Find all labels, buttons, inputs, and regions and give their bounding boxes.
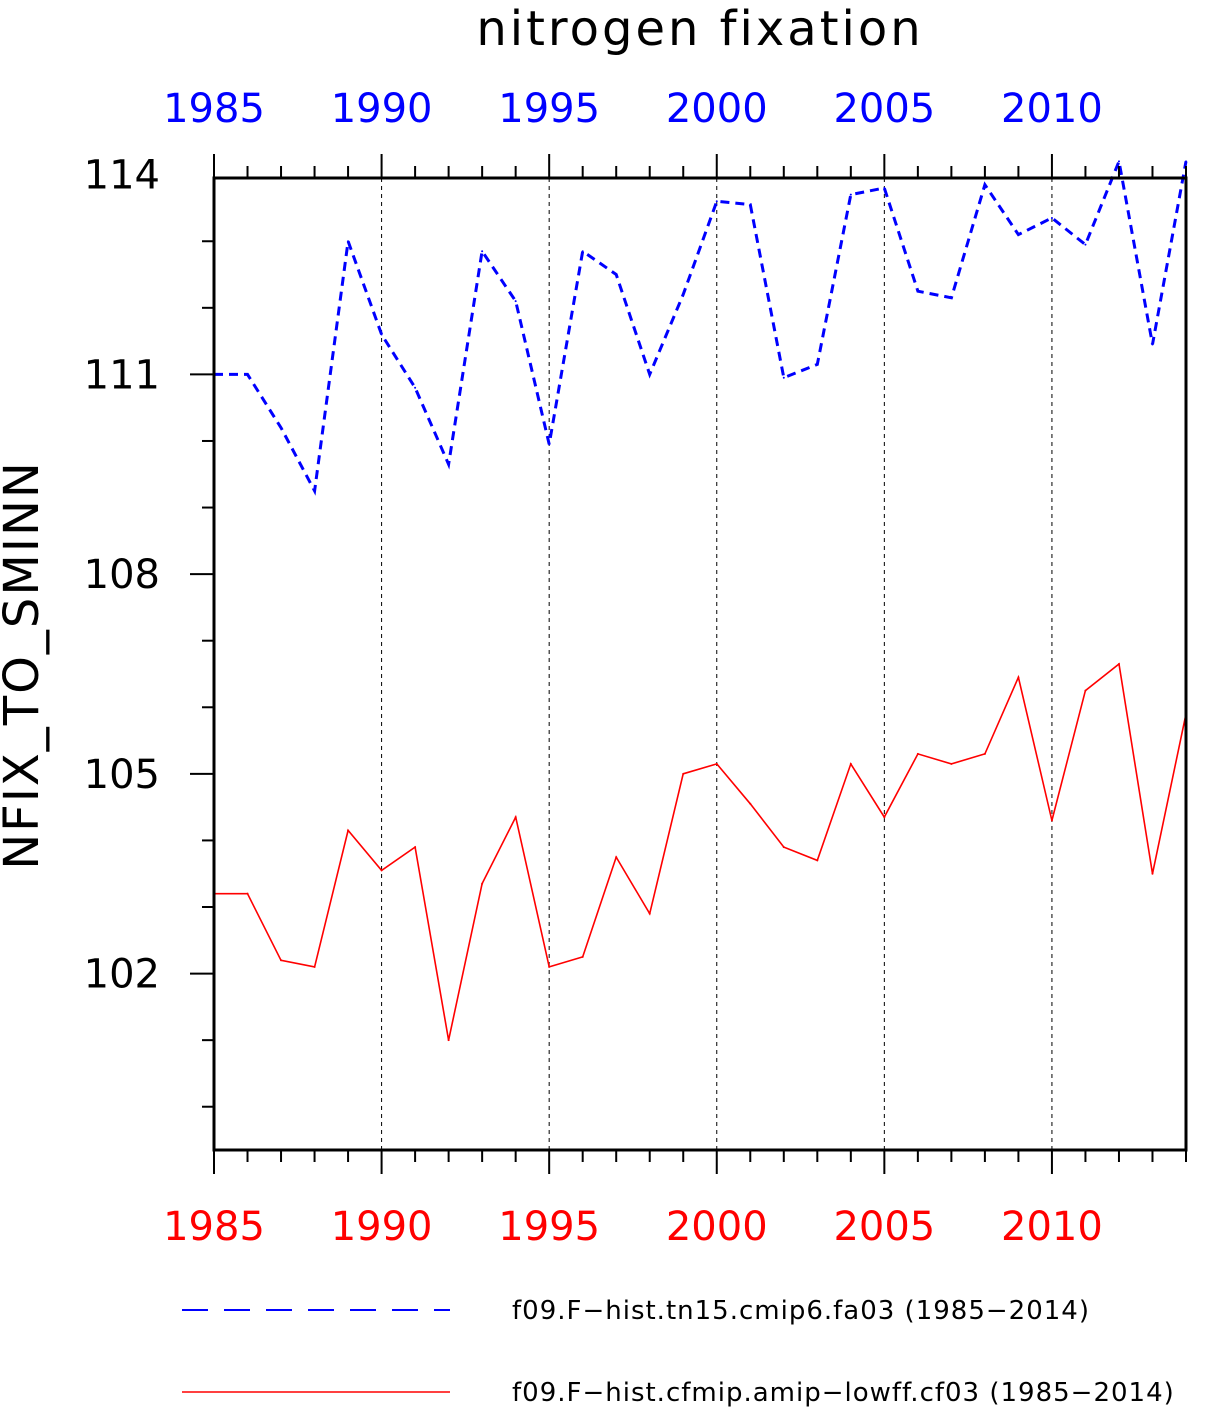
y-tick-label-105: 105 <box>84 752 160 798</box>
series-1-point-1998 <box>648 373 651 376</box>
vertical-gridlines <box>381 178 1053 1150</box>
x-tick-label-top-1995: 1995 <box>498 86 600 132</box>
series-2-point-1996 <box>581 955 584 958</box>
y-tick-label-114: 114 <box>84 153 160 199</box>
series-1-point-2007 <box>950 296 953 299</box>
series-1-point-1989 <box>347 240 350 243</box>
series-layer <box>213 156 1188 1042</box>
x-tick-label-top-2000: 2000 <box>666 86 768 132</box>
series-1-point-1995 <box>548 443 551 446</box>
x-tick-label-top-1985: 1985 <box>163 86 265 132</box>
chart-title: nitrogen fixation <box>476 1 923 57</box>
series-1-point-2008 <box>983 183 986 186</box>
series-2-point-2005 <box>883 816 886 819</box>
series-2-point-1995 <box>548 965 551 968</box>
series-2-point-2010 <box>1050 819 1053 822</box>
series-2-point-2011 <box>1084 689 1087 692</box>
series-2-point-2006 <box>916 752 919 755</box>
legend: f09.F−hist.tn15.cmip6.fa03 (1985−2014) f0… <box>182 1296 1175 1408</box>
series-2-point-1989 <box>347 829 350 832</box>
series-1-point-1999 <box>682 293 685 296</box>
series-2-point-1997 <box>615 856 618 859</box>
series-1-point-1987 <box>280 426 283 429</box>
series-line-1 <box>214 156 1188 496</box>
series-2-point-2013 <box>1151 872 1154 875</box>
series-2-point-1990 <box>380 869 383 872</box>
series-2-point-2012 <box>1117 663 1120 665</box>
series-2-point-1998 <box>648 912 651 915</box>
series-1-point-2004 <box>849 193 852 196</box>
y-tick-label-108: 108 <box>84 552 160 598</box>
series-1-point-1997 <box>615 273 618 276</box>
x-tick-label-bottom-1985: 1985 <box>163 1204 265 1250</box>
series-2-point-2002 <box>782 846 785 849</box>
series-1-point-2003 <box>816 363 819 366</box>
series-2-point-2007 <box>950 762 953 765</box>
series-2-point-1987 <box>280 959 283 962</box>
series-1-point-1991 <box>414 386 417 389</box>
series-1-point-2002 <box>782 376 785 379</box>
y-tick-label-111: 111 <box>84 352 160 398</box>
series-1-point-2009 <box>1017 233 1020 236</box>
series-line-2 <box>214 662 1187 1041</box>
x-tick-label-bottom-2000: 2000 <box>666 1204 768 1250</box>
series-1-point-2013 <box>1151 343 1154 346</box>
series-2-point-1991 <box>414 846 417 849</box>
series-1-point-1990 <box>380 333 383 336</box>
series-1-point-1993 <box>481 250 484 253</box>
x-tick-label-top-2010: 2010 <box>1001 86 1103 132</box>
series-1-point-1992 <box>447 463 450 466</box>
series-2-point-2004 <box>849 762 852 765</box>
x-tick-label-top-2005: 2005 <box>833 86 935 132</box>
legend-label-1: f09.F−hist.tn15.cmip6.fa03 (1985−2014) <box>512 1296 1090 1326</box>
axis-ticks <box>190 154 1187 1174</box>
plot-frame <box>212 176 1188 1152</box>
series-2-point-2008 <box>983 752 986 755</box>
x-tick-label-bottom-1995: 1995 <box>498 1204 600 1250</box>
series-2-point-1999 <box>682 772 685 775</box>
series-2-point-2000 <box>715 762 718 765</box>
series-1-point-1994 <box>514 300 517 303</box>
y-axis-label: NFIX_TO_SMINN <box>0 460 50 870</box>
series-1-point-2014 <box>1185 160 1187 163</box>
y-tick-label-102: 102 <box>84 952 160 998</box>
series-1-point-1988 <box>313 489 316 492</box>
series-2-point-1986 <box>246 892 249 895</box>
x-tick-label-top-1990: 1990 <box>331 86 433 132</box>
series-1-point-2005 <box>883 186 886 189</box>
series-2-point-1988 <box>313 965 316 968</box>
x-tick-label-bottom-2005: 2005 <box>833 1204 935 1250</box>
series-1-point-2006 <box>916 290 919 293</box>
series-1-point-1986 <box>246 373 249 376</box>
series-1-point-2010 <box>1050 216 1053 219</box>
series-2-point-2009 <box>1017 676 1020 679</box>
legend-label-2: f09.F−hist.cfmip.amip−lowff.cf03 (1985−2… <box>512 1378 1175 1408</box>
x-tick-label-bottom-2010: 2010 <box>1001 1204 1103 1250</box>
series-1-point-2001 <box>749 203 752 206</box>
series-2-point-2001 <box>749 802 752 805</box>
series-1-point-1996 <box>581 250 584 253</box>
x-tick-label-bottom-1990: 1990 <box>331 1204 433 1250</box>
series-2-point-1994 <box>514 816 517 819</box>
series-2-point-1993 <box>481 882 484 885</box>
series-1-point-2000 <box>715 200 718 203</box>
series-2-point-1992 <box>447 1039 450 1042</box>
series-2-point-2003 <box>816 859 819 862</box>
series-1-point-2011 <box>1084 243 1087 246</box>
series-1-point-2012 <box>1117 160 1120 163</box>
axis-tick-labels: 1985 1985 1990 1990 1995 1995 2000 2000 2005 2005… <box>84 86 1103 1250</box>
